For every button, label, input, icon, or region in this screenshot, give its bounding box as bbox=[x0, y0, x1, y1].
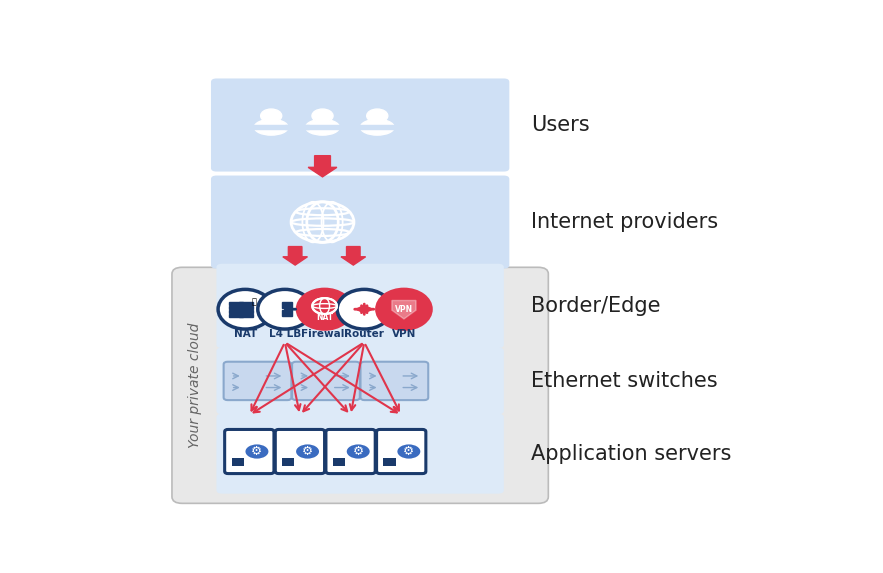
Ellipse shape bbox=[218, 289, 272, 329]
Bar bbox=[383, 458, 396, 466]
Bar bbox=[285, 125, 360, 129]
Bar bbox=[238, 301, 253, 305]
Bar bbox=[229, 315, 243, 317]
Bar bbox=[238, 306, 253, 309]
FancyBboxPatch shape bbox=[224, 429, 274, 473]
Text: Ethernet switches: Ethernet switches bbox=[532, 371, 718, 391]
Circle shape bbox=[245, 444, 269, 460]
Circle shape bbox=[396, 444, 421, 460]
FancyBboxPatch shape bbox=[172, 267, 548, 503]
FancyBboxPatch shape bbox=[211, 175, 509, 269]
Circle shape bbox=[298, 293, 351, 326]
Text: ⚙: ⚙ bbox=[302, 445, 313, 458]
FancyBboxPatch shape bbox=[292, 362, 359, 400]
FancyBboxPatch shape bbox=[275, 429, 325, 473]
Text: VPN: VPN bbox=[392, 329, 416, 339]
Bar bbox=[333, 458, 345, 466]
Polygon shape bbox=[392, 300, 416, 319]
Circle shape bbox=[295, 444, 320, 460]
Text: ⚙: ⚙ bbox=[352, 445, 364, 458]
Circle shape bbox=[313, 298, 337, 314]
FancyBboxPatch shape bbox=[216, 348, 504, 414]
Bar bbox=[229, 310, 243, 313]
FancyBboxPatch shape bbox=[326, 429, 375, 473]
Polygon shape bbox=[308, 156, 337, 177]
Circle shape bbox=[366, 109, 388, 123]
Ellipse shape bbox=[337, 289, 391, 329]
Text: ⚙: ⚙ bbox=[404, 445, 414, 458]
Polygon shape bbox=[341, 246, 366, 265]
Bar bbox=[282, 303, 292, 308]
Polygon shape bbox=[283, 246, 307, 265]
Text: ⚙: ⚙ bbox=[252, 445, 262, 458]
Text: Border/Edge: Border/Edge bbox=[532, 296, 660, 316]
FancyBboxPatch shape bbox=[216, 414, 504, 494]
Text: Application servers: Application servers bbox=[532, 444, 732, 464]
Text: Router: Router bbox=[344, 329, 384, 339]
Ellipse shape bbox=[254, 119, 288, 135]
Text: L4 LB: L4 LB bbox=[268, 329, 301, 339]
Bar bbox=[229, 301, 243, 305]
Circle shape bbox=[312, 109, 333, 123]
Ellipse shape bbox=[306, 119, 339, 135]
Text: 🔥: 🔥 bbox=[252, 297, 257, 307]
Circle shape bbox=[284, 197, 361, 247]
FancyBboxPatch shape bbox=[216, 264, 504, 348]
Bar bbox=[282, 310, 292, 316]
Circle shape bbox=[260, 109, 282, 123]
Text: Your private cloud: Your private cloud bbox=[187, 323, 201, 448]
Ellipse shape bbox=[298, 289, 351, 329]
Bar bbox=[229, 306, 243, 309]
Text: VPN: VPN bbox=[395, 305, 413, 314]
Bar bbox=[238, 310, 253, 313]
FancyBboxPatch shape bbox=[223, 362, 291, 400]
Text: NAT: NAT bbox=[234, 329, 257, 339]
Ellipse shape bbox=[377, 289, 431, 329]
Text: NAT: NAT bbox=[316, 313, 333, 323]
Text: Users: Users bbox=[532, 115, 590, 135]
Bar bbox=[283, 458, 294, 466]
Text: Firewall: Firewall bbox=[301, 329, 348, 339]
Bar bbox=[233, 125, 309, 129]
Bar bbox=[231, 458, 244, 466]
Ellipse shape bbox=[258, 289, 312, 329]
Bar bbox=[340, 125, 415, 129]
FancyBboxPatch shape bbox=[211, 79, 509, 171]
Bar bbox=[238, 315, 253, 317]
FancyBboxPatch shape bbox=[376, 429, 426, 473]
Ellipse shape bbox=[360, 119, 394, 135]
Text: Internet providers: Internet providers bbox=[532, 212, 719, 232]
Circle shape bbox=[346, 444, 371, 460]
FancyBboxPatch shape bbox=[360, 362, 428, 400]
